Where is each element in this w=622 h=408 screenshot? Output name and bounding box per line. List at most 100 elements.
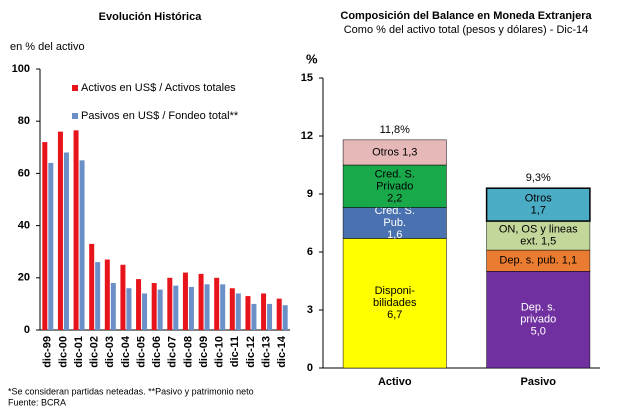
bar	[126, 288, 132, 330]
x-tick-label: dic-09	[198, 336, 210, 368]
x-tick-label: dic-04	[120, 335, 132, 368]
segment-label: ON, OS y lineas ext. 1,5	[499, 223, 578, 247]
bar	[220, 284, 226, 330]
bar	[79, 160, 85, 330]
footnote: Fuente: BCRA	[8, 397, 66, 407]
legend-swatch	[72, 113, 78, 119]
x-tick-label: dic-10	[214, 336, 226, 368]
bar	[151, 283, 157, 330]
bar	[276, 298, 282, 330]
bar	[282, 305, 288, 330]
value-label: 1,6	[387, 229, 402, 241]
bar-segment	[486, 271, 591, 369]
y-tick-label: 80	[18, 115, 30, 127]
bar	[120, 264, 126, 330]
y-tick-label: 9	[307, 188, 313, 200]
x-tick-label: dic-14	[276, 335, 288, 368]
segment-name: Dep. s.	[521, 302, 556, 314]
segment-label: Dep. s. privado 5,0	[520, 302, 556, 338]
x-tick-label: dic-06	[151, 336, 163, 368]
segment-name: ext.	[520, 235, 538, 247]
y-tick-label: 0	[307, 362, 313, 374]
x-tick-label: dic-12	[245, 336, 257, 368]
segment-name: Privado	[376, 180, 413, 192]
x-tick-label: dic-02	[89, 336, 101, 368]
bar-segment	[342, 238, 447, 369]
chart-subtitle: Como % del activo total (pesos y dólares…	[344, 24, 589, 36]
segment-name: privado	[520, 314, 556, 326]
x-tick-label: Pasivo	[521, 376, 557, 388]
y-tick-label: 6	[307, 246, 313, 258]
bar-segment	[342, 207, 447, 239]
bar	[110, 283, 116, 330]
segment-name: Cred. S.	[375, 205, 415, 217]
bar	[173, 285, 179, 330]
segment-label: Dep. s. pub. 1,1	[499, 255, 577, 267]
bar	[229, 288, 235, 330]
x-tick-label: Activo	[378, 376, 412, 388]
y-tick-label: 3	[307, 304, 313, 316]
segment-name: Disponi-	[375, 285, 416, 297]
legend-swatch	[72, 85, 78, 91]
value-label: 1,5	[541, 235, 556, 247]
bar	[198, 273, 204, 330]
segment-label: Cred. S. Privado 2,2	[375, 168, 415, 204]
bar	[204, 284, 210, 330]
bar	[251, 303, 257, 330]
x-tick-label: dic-08	[182, 336, 194, 368]
y-tick-label: 20	[18, 272, 30, 284]
total-label: 9,3%	[526, 172, 551, 184]
chart-title: Composición del Balance en Moneda Extran…	[340, 10, 592, 22]
bar	[136, 279, 142, 330]
value-label: 2,2	[387, 192, 402, 204]
footnote: *Se consideran partidas neteadas. **Pasi…	[8, 386, 254, 396]
value-label: 5,0	[531, 326, 546, 338]
legend-label: Activos en US$ / Activos totales	[81, 82, 236, 94]
x-tick-label: dic-00	[57, 336, 69, 368]
x-tick-label: dic-07	[167, 336, 179, 368]
bar-segment	[485, 187, 591, 222]
bar	[157, 289, 163, 330]
segment-name: ON, OS y lineas	[499, 223, 578, 235]
bar	[245, 296, 251, 330]
value-label: 1,1	[562, 255, 577, 267]
value-label: 1,7	[531, 205, 546, 217]
y-tick-label: 40	[18, 220, 30, 232]
bar	[95, 262, 101, 330]
bar	[42, 142, 48, 330]
bar	[235, 293, 241, 330]
segment-name: Dep. s. pub.	[499, 255, 558, 267]
value-label: 6,7	[387, 309, 402, 321]
bar	[267, 303, 273, 330]
x-tick-label: dic-01	[73, 336, 85, 368]
bar	[188, 286, 194, 330]
bar	[104, 259, 110, 330]
segment-name: bilidades	[373, 297, 417, 309]
x-tick-label: dic-11	[229, 336, 241, 367]
bar	[142, 293, 148, 330]
bar-segment	[486, 220, 591, 251]
segment-label: Disponi-bilidades 6,7	[373, 285, 417, 321]
segment-label: Cred. S. Pub. 1,6	[375, 205, 415, 241]
y-tick-label: 100	[12, 63, 30, 75]
bar	[214, 277, 220, 330]
legend-label: Pasivos en US$ / Fondeo total**	[81, 110, 239, 122]
y-tick-label: 0	[24, 324, 30, 336]
bar	[57, 131, 63, 330]
bar-segment	[342, 139, 447, 166]
segment-label: Otros 1,3	[372, 146, 417, 158]
bar	[48, 162, 54, 330]
total-label: 11,8%	[380, 124, 411, 136]
segment-name: Cred. S.	[375, 168, 415, 180]
x-tick-label: dic-03	[104, 336, 116, 368]
segment-name: Pub.	[383, 217, 406, 229]
bar-segment	[342, 164, 447, 208]
bar	[63, 152, 69, 330]
bar	[261, 293, 267, 330]
x-tick-label: dic-05	[135, 336, 147, 368]
y-tick-label: 12	[301, 130, 313, 142]
y-axis-label: %	[306, 51, 318, 66]
segment-name: Otros	[525, 193, 552, 205]
bar	[73, 130, 79, 330]
